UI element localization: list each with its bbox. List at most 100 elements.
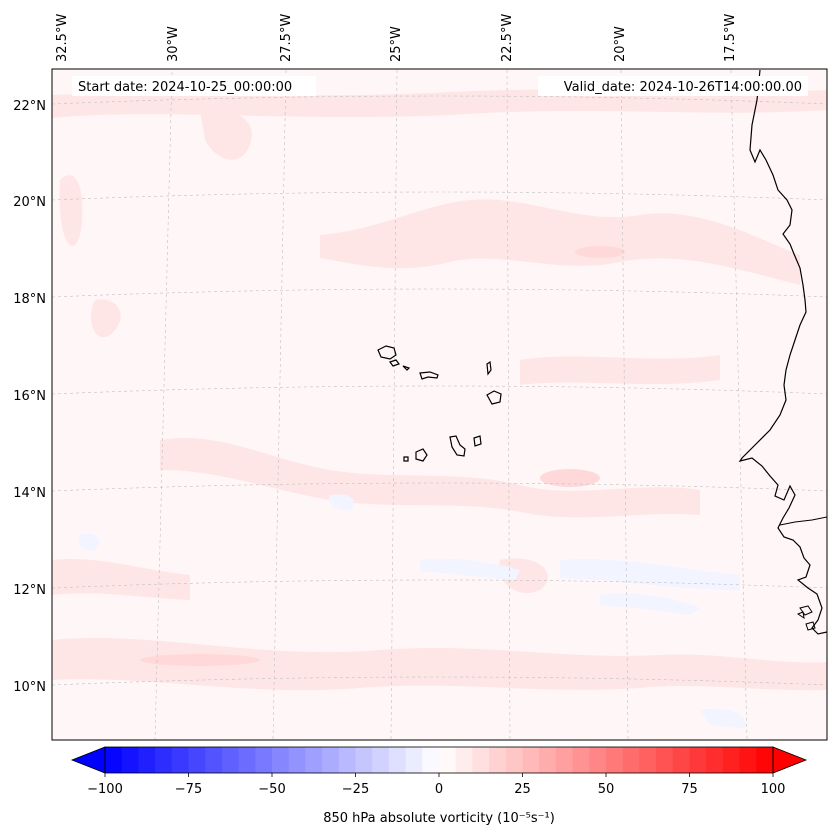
vorticity-patch [78,533,100,551]
colorbar-segment [171,747,189,773]
colorbar-segment [739,747,757,773]
vorticity-patch [329,494,354,511]
start-date-box [72,76,316,96]
vorticity-patch [420,558,520,580]
vorticity-patch [600,593,700,615]
lon-label: 30°W [166,26,181,62]
colorbar-segment [205,747,223,773]
meridian-line [730,69,748,740]
colorbar-segment [372,747,390,773]
vorticity-patch [560,558,740,590]
island-boa-vista [486,390,502,405]
colorbar-segment [155,747,173,773]
colorbar-label: 850 hPa absolute vorticity (10⁻⁵s⁻¹) [323,811,555,826]
colorbar-segment [722,747,741,773]
island-fogo [415,448,428,462]
vorticity-band [90,299,121,338]
positive-vorticity-contours [52,89,827,691]
lat-label: 14°N [13,486,46,501]
colorbar-tick-label: −25 [342,782,369,797]
colorbar-segment [489,747,507,773]
meridian-line [52,78,53,128]
island-sal [486,360,492,376]
colorbar-segment [455,747,473,773]
island-brava [403,456,409,462]
colorbar-tick-label: 100 [761,782,786,797]
vorticity-band [200,108,252,160]
vorticity-band [160,437,700,518]
vorticity-band [52,89,827,118]
vorticity-field-background [52,69,827,740]
parallel-line [52,95,827,105]
colorbar-segment [121,747,139,773]
colorbar-segment [756,747,774,773]
colorbar-segment [322,747,340,773]
vorticity-patch [700,708,746,728]
lat-label: 22°N [13,99,46,114]
island-sao-vicente [389,359,400,367]
lon-label: 17.5°W [723,14,738,62]
valid-date-box [538,76,808,96]
colorbar-segment [505,747,523,773]
lon-label: 22.5°W [500,14,515,62]
colorbar-segment [472,747,490,773]
colorbar-segment [338,747,356,773]
map-frame [51,68,828,741]
longitude-labels: 32.5°W 30°W 27.5°W 25°W 22.5°W 20°W 17.5… [55,14,738,62]
colorbar-segment [405,747,423,773]
colorbar: −100 −75 −50 −25 0 25 50 75 100 850 hPa … [70,746,808,826]
colorbar-segment [572,747,590,773]
colorbar-segment [656,747,674,773]
colorbar-segment [706,747,724,773]
colorbar-segment [639,747,657,773]
lat-label: 10°N [13,680,46,695]
colorbar-segment [672,747,690,773]
colorbar-tick-label: 50 [598,782,615,797]
map-panel: Start date: 2024-10-25_00:00:00 Valid_da… [52,69,827,740]
stronger-positive-cores [140,246,625,666]
colorbar-tick-label: 75 [681,782,698,797]
vorticity-band [320,199,800,285]
lon-label: 27.5°W [279,14,294,62]
colorbar-segments [105,747,774,773]
colorbar-segment [522,747,540,773]
colorbar-tick-label: 0 [435,782,443,797]
colorbar-segment [589,747,607,773]
vorticity-core [540,469,600,487]
vorticity-band [499,558,548,594]
colorbar-segment [138,747,156,773]
meridian-line [390,69,398,740]
lat-label: 20°N [13,195,46,210]
colorbar-segment [422,747,440,773]
colorbar-segment [622,747,640,773]
negative-vorticity-contours [78,494,746,728]
parallel-line [52,191,827,201]
colorbar-segment [439,747,457,773]
colorbar-segment [288,747,306,773]
valid-date-label: Valid_date: 2024-10-26T14:00:00.00 [564,80,802,95]
colorbar-segment [606,747,624,773]
island-santiago [449,435,466,457]
lon-label: 25°W [389,26,404,62]
colorbar-segment [188,747,206,773]
parallel-line [52,676,827,686]
colorbar-tick-label: −75 [175,782,202,797]
gambia-river [779,516,827,526]
vorticity-band [59,175,83,246]
colorbar-segment [221,747,240,773]
colorbar-tick-labels: −100 −75 −50 −25 0 25 50 75 100 [87,782,785,797]
colorbar-segment [272,747,290,773]
colorbar-ticks [104,773,774,777]
bijagos-islands [796,605,816,631]
vorticity-band [520,355,720,385]
island-sao-nicolau [419,371,439,380]
colorbar-segment [539,747,557,773]
island-santa-luzia [402,365,411,371]
cape-verde-islands [377,345,502,462]
vorticity-core [575,246,625,258]
vorticity-band [52,558,190,600]
island-santo-antao [377,345,397,360]
colorbar-tick-label: 25 [514,782,531,797]
meridian-line [272,69,287,740]
